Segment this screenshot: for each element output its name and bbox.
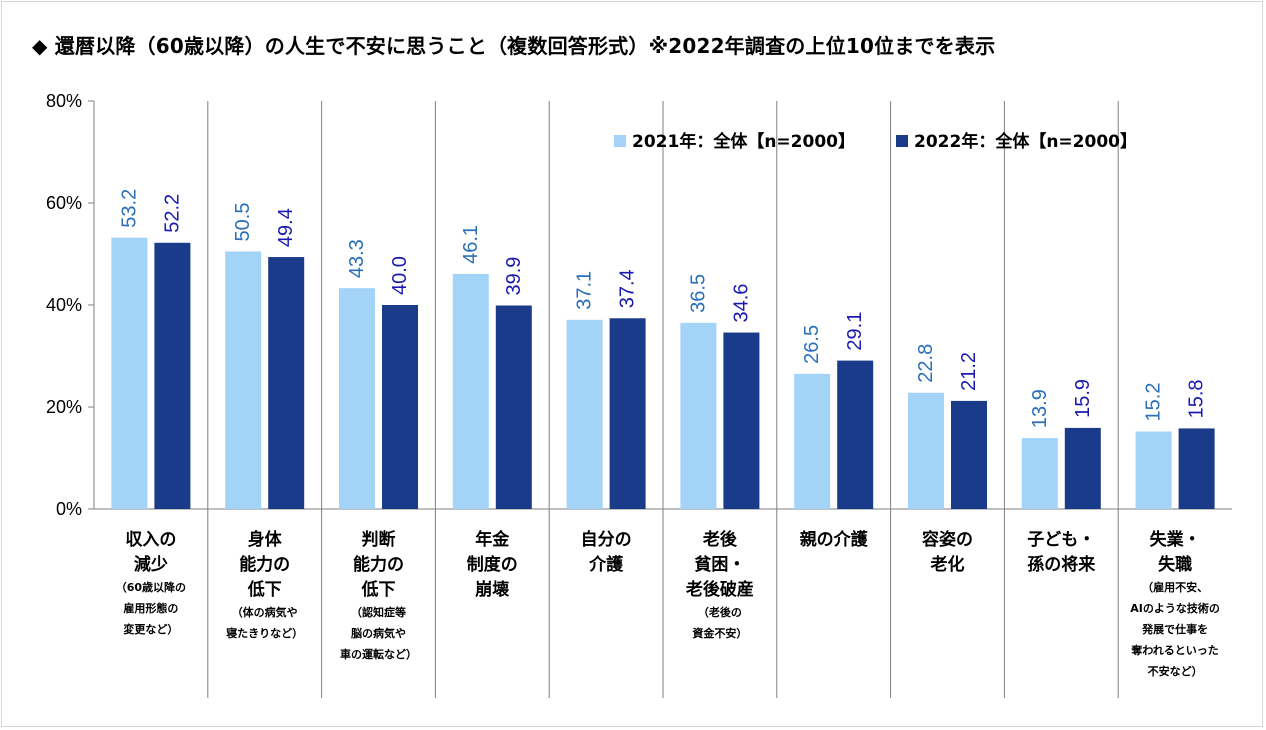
category-label: 老後破産 (685, 579, 754, 600)
data-label: 50.5 (232, 203, 254, 242)
bar-2022 (268, 257, 305, 509)
category-sublabel: 変更など） (123, 622, 178, 636)
data-label: 15.2 (1143, 383, 1165, 422)
bar-2022 (382, 305, 418, 509)
category-label: 介護 (588, 554, 624, 575)
category-label: 子ども・ (1027, 530, 1095, 550)
legend-label: 2021年：全体【n=2000】 (632, 131, 855, 152)
data-label: 34.6 (730, 284, 752, 323)
category-label: 孫の将来 (1027, 554, 1096, 575)
category-label: 年金 (475, 529, 510, 550)
category-sublabel: （雇用不安、 (1142, 580, 1208, 594)
category-label: 収入の (125, 530, 176, 550)
bar-2021 (111, 237, 148, 509)
category-label: 制度の (467, 554, 518, 575)
data-label: 21.2 (958, 352, 980, 391)
bar-2022 (609, 318, 646, 509)
legend-swatch-2021 (614, 135, 626, 147)
data-label: 37.4 (617, 269, 639, 308)
category-label: 失職 (1158, 554, 1192, 575)
category-sublabel: （体の病気や (232, 605, 298, 619)
category-label: 減少 (134, 554, 168, 575)
category-label: 貧困・ (694, 554, 745, 575)
data-label: 22.8 (915, 344, 937, 383)
bar-2021 (566, 319, 603, 509)
legend-label: 2022年：全体【n=2000】 (914, 131, 1137, 152)
data-label: 15.9 (1072, 379, 1094, 418)
category-label: 親の介護 (800, 529, 869, 550)
category-label: 能力の (353, 554, 404, 575)
bar-2022 (1064, 427, 1101, 509)
bar-2022 (951, 400, 987, 509)
bar-2021 (225, 251, 262, 509)
y-tick-label: 60% (46, 193, 82, 213)
category-sublabel: （認知症等 (351, 605, 406, 619)
category-sublabel: 寝たきりなど） (226, 626, 303, 640)
bar-2021 (1021, 438, 1058, 509)
data-label: 37.1 (574, 271, 596, 310)
data-label: 26.5 (801, 325, 823, 364)
data-label: 29.1 (844, 312, 866, 351)
chart-title: ◆ 還暦以降（60歳以降）の人生で不安に思うこと（複数回答形式）※2022年調査… (32, 34, 996, 58)
bar-2021 (680, 322, 717, 509)
category-sublabel: 車の運転など） (340, 647, 417, 661)
data-label: 49.4 (275, 208, 297, 247)
category-label: 身体 (248, 529, 283, 550)
data-label: 13.9 (1029, 389, 1051, 428)
bar-2021 (1135, 431, 1172, 509)
y-tick-label: 80% (46, 91, 82, 111)
y-tick-label: 40% (46, 295, 82, 315)
category-sublabel: 資金不安） (692, 626, 747, 640)
category-sublabel: （老後の (698, 605, 742, 619)
category-sublabel: AIのような技術の (1130, 601, 1220, 615)
data-label: 40.0 (389, 256, 411, 295)
bar-2022 (723, 332, 760, 509)
bar-2021 (339, 288, 375, 509)
y-tick-label: 0% (56, 499, 82, 519)
legend-swatch-2022 (896, 135, 908, 147)
bar-2022 (495, 305, 532, 509)
category-label: 失業・ (1150, 529, 1201, 550)
category-sublabel: 奪われるといった (1130, 643, 1218, 657)
data-label: 46.1 (460, 225, 482, 264)
category-label: 低下 (247, 579, 282, 600)
category-sublabel: 雇用形態の (123, 601, 178, 615)
data-label: 52.2 (161, 194, 183, 233)
category-label: 容姿の (922, 529, 973, 550)
category-label: 低下 (361, 579, 396, 600)
category-label: 崩壊 (475, 579, 510, 600)
data-label: 36.5 (687, 274, 709, 313)
bar-2022 (837, 360, 874, 509)
bar-2021 (794, 373, 831, 509)
category-sublabel: 発展で仕事を (1141, 622, 1208, 636)
bar-2022 (1178, 428, 1215, 509)
data-label: 53.2 (118, 189, 140, 228)
bar-2021 (908, 392, 944, 509)
category-label: 老化 (930, 554, 965, 575)
category-label: 老後 (702, 529, 738, 550)
bar-2021 (452, 273, 489, 509)
category-label: 能力の (239, 554, 290, 575)
category-label: 自分の (581, 529, 632, 550)
category-label: 判断 (362, 529, 396, 550)
category-sublabel: 不安など） (1148, 664, 1203, 678)
bar-2022 (154, 242, 191, 509)
y-tick-label: 20% (46, 397, 82, 417)
category-sublabel: 脳の病気や (351, 626, 406, 640)
data-label: 43.3 (346, 239, 368, 278)
data-label: 15.8 (1186, 379, 1208, 418)
data-label: 39.9 (503, 257, 525, 296)
category-sublabel: （60歳以降の (116, 580, 186, 594)
